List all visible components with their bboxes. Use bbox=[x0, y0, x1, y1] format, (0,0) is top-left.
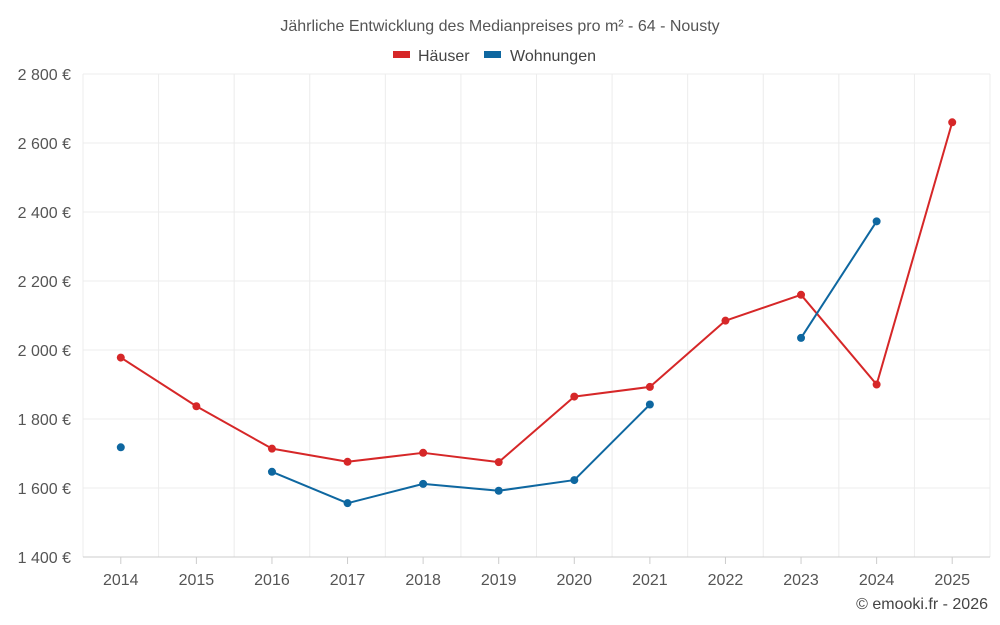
legend-swatch-haeuser bbox=[393, 51, 410, 58]
series-line bbox=[120, 122, 954, 464]
data-point[interactable] bbox=[419, 479, 428, 488]
series-line bbox=[271, 220, 878, 505]
data-point[interactable] bbox=[570, 476, 579, 485]
data-point[interactable] bbox=[570, 392, 579, 401]
x-tick-label: 2024 bbox=[859, 572, 895, 589]
data-point[interactable] bbox=[343, 499, 352, 508]
y-axis-ticks: 1 400 € 1 600 € 1 800 € 2 000 € 2 200 € 2 400… bbox=[18, 67, 71, 567]
y-tick-label: 2 000 € bbox=[18, 343, 71, 360]
series bbox=[116, 118, 957, 508]
series-haeuser bbox=[116, 118, 957, 467]
legend-swatch-wohnungen bbox=[484, 51, 501, 58]
x-tick-label: 2021 bbox=[632, 572, 668, 589]
data-point[interactable] bbox=[721, 316, 730, 325]
y-tick-label: 1 400 € bbox=[18, 550, 71, 567]
data-point[interactable] bbox=[116, 353, 125, 362]
y-tick-label: 2 400 € bbox=[18, 205, 71, 222]
data-point[interactable] bbox=[343, 457, 352, 466]
data-point[interactable] bbox=[494, 486, 503, 495]
x-tick-label: 2019 bbox=[481, 572, 517, 589]
x-tick-label: 2023 bbox=[783, 572, 819, 589]
x-axis-ticks: 2014 2015 2016 2017 2018 2019 2020 2021 2022 2023… bbox=[103, 572, 970, 589]
x-tick-label: 2017 bbox=[330, 572, 366, 589]
data-point[interactable] bbox=[645, 382, 654, 391]
axes bbox=[83, 556, 990, 564]
legend-label-wohnungen: Wohnungen bbox=[510, 48, 596, 65]
data-point[interactable] bbox=[419, 448, 428, 457]
y-tick-label: 2 600 € bbox=[18, 136, 71, 153]
chart-title: Jährliche Entwicklung des Medianpreises … bbox=[280, 18, 719, 35]
x-tick-label: 2016 bbox=[254, 572, 290, 589]
data-point[interactable] bbox=[872, 217, 881, 226]
y-tick-label: 1 600 € bbox=[18, 481, 71, 498]
y-tick-label: 1 800 € bbox=[18, 412, 71, 429]
data-point[interactable] bbox=[192, 402, 201, 411]
data-point[interactable] bbox=[267, 467, 276, 476]
credit-text: © emooki.fr - 2026 bbox=[856, 596, 988, 613]
x-tick-label: 2020 bbox=[556, 572, 592, 589]
data-point[interactable] bbox=[494, 458, 503, 467]
y-tick-label: 2 200 € bbox=[18, 274, 71, 291]
x-tick-label: 2014 bbox=[103, 572, 139, 589]
data-point[interactable] bbox=[872, 380, 881, 389]
x-tick-label: 2015 bbox=[179, 572, 215, 589]
grid bbox=[82, 73, 991, 557]
legend-label-haeuser: Häuser bbox=[418, 48, 470, 65]
data-point[interactable] bbox=[948, 118, 957, 127]
y-tick-label: 2 800 € bbox=[18, 67, 71, 84]
data-point[interactable] bbox=[645, 400, 654, 409]
x-tick-label: 2025 bbox=[934, 572, 970, 589]
data-point[interactable] bbox=[797, 333, 806, 342]
x-tick-label: 2018 bbox=[405, 572, 441, 589]
data-point[interactable] bbox=[267, 444, 276, 453]
x-tick-label: 2022 bbox=[708, 572, 744, 589]
legend: Häuser Wohnungen bbox=[393, 48, 596, 65]
series-wohnungen bbox=[116, 217, 881, 508]
data-point[interactable] bbox=[116, 443, 125, 452]
data-point[interactable] bbox=[797, 290, 806, 299]
